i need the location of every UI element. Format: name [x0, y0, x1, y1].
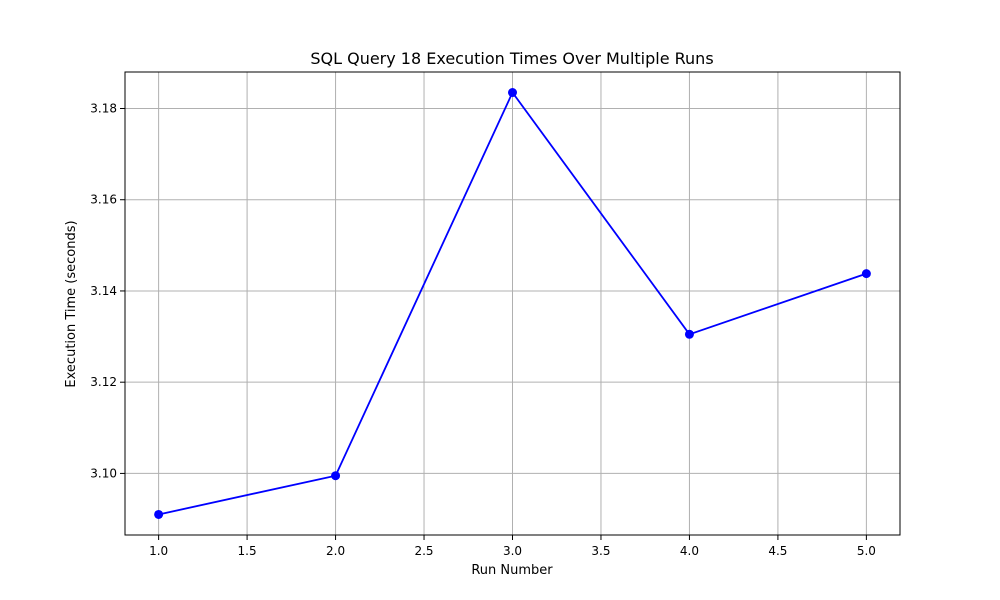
x-axis-label: Run Number [471, 563, 553, 578]
y-tick-label: 3.10 [90, 466, 117, 480]
x-tick-label: 2.0 [326, 544, 345, 558]
y-tick-label: 3.16 [90, 193, 117, 207]
y-tick-label: 3.14 [90, 284, 117, 298]
x-tick-label: 5.0 [857, 544, 876, 558]
x-tick-label: 1.5 [238, 544, 257, 558]
plot-area [154, 88, 871, 519]
y-tick-label: 3.18 [90, 101, 117, 115]
y-axis-ticks: 3.10 3.12 3.14 3.16 3.18 [90, 101, 125, 480]
chart-title: SQL Query 18 Execution Times Over Multip… [310, 49, 713, 68]
x-tick-label: 4.0 [680, 544, 699, 558]
grid-lines [125, 72, 900, 535]
x-axis-ticks: 1.0 1.5 2.0 2.5 3.0 3.5 4.0 4.5 5.0 [149, 535, 876, 558]
x-tick-label: 3.5 [591, 544, 610, 558]
x-tick-label: 2.5 [414, 544, 433, 558]
data-point [508, 88, 517, 98]
x-tick-label: 4.5 [768, 544, 787, 558]
data-point [861, 269, 871, 279]
x-tick-label: 3.0 [503, 544, 522, 558]
x-tick-label: 1.0 [149, 544, 168, 558]
y-tick-label: 3.12 [90, 375, 117, 389]
y-axis-label: Execution Time (seconds) [64, 220, 79, 387]
data-point [331, 471, 341, 481]
data-point [684, 329, 694, 339]
data-point [154, 509, 164, 519]
